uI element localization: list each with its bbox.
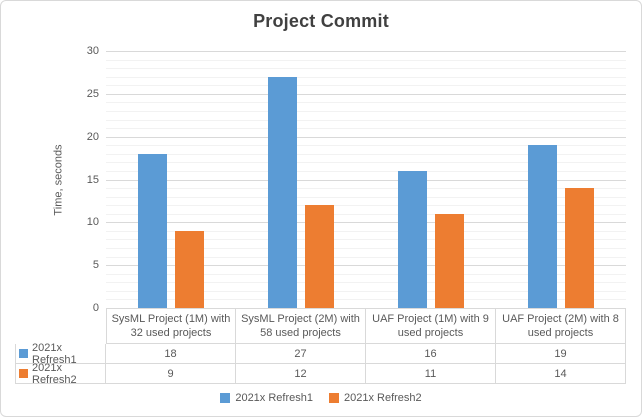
- minor-gridline: [106, 85, 626, 87]
- y-tick-label: 5: [92, 259, 99, 272]
- minor-gridline: [106, 110, 626, 112]
- category-group-1: [236, 51, 366, 308]
- value-cell-series2-cat4: 14: [496, 364, 626, 384]
- bars-layer: [106, 51, 626, 308]
- minor-gridline: [106, 230, 626, 232]
- minor-gridline: [106, 188, 626, 190]
- legend: 2021x Refresh1 2021x Refresh2: [1, 392, 641, 404]
- bar-series1-cat2: [268, 76, 297, 308]
- y-tick-label: 25: [86, 87, 99, 100]
- legend-swatch-icon: [220, 393, 231, 403]
- y-tick-label: 15: [86, 173, 99, 186]
- y-axis-ticks: 0 5 10 15 20 25 30: [59, 45, 99, 314]
- category-header-cell: SysML Project (1M) with 32 used projects: [106, 308, 236, 344]
- chart-title: Project Commit: [253, 11, 389, 31]
- legend-item-label: 2021x Refresh2: [344, 392, 422, 404]
- data-table: SysML Project (1M) with 32 used projects…: [15, 308, 626, 386]
- table-row-header: 2021x Refresh2: [15, 361, 106, 386]
- table-row-header: 2021x Refresh1: [15, 341, 106, 366]
- major-gridline: [106, 265, 626, 267]
- minor-gridline: [106, 153, 626, 155]
- minor-gridline: [106, 282, 626, 284]
- bar-series2-cat4: [565, 188, 594, 308]
- minor-gridline: [106, 239, 626, 241]
- value-cell-series2-cat3: 11: [366, 364, 496, 384]
- category-group-3: [496, 51, 626, 308]
- series-name-label: 2021x Refresh1: [32, 341, 77, 366]
- major-gridline: [106, 93, 626, 95]
- value-cell-series2-cat1: 9: [106, 364, 236, 384]
- minor-gridline: [106, 205, 626, 207]
- value-cell-series1-cat1: 18: [106, 344, 236, 364]
- category-header-cell: UAF Project (2M) with 8 used projects: [496, 308, 626, 344]
- minor-gridline: [106, 128, 626, 130]
- y-tick-label: 20: [86, 130, 99, 143]
- legend-item-label: 2021x Refresh1: [235, 392, 313, 404]
- series-name-label: 2021x Refresh2: [32, 361, 77, 386]
- category-header-cell: UAF Project (1M) with 9 used projects: [366, 308, 496, 344]
- bar-series2-cat3: [435, 213, 464, 308]
- category-group-0: [106, 51, 236, 308]
- value-cell-series1-cat4: 19: [496, 344, 626, 364]
- series-swatch-icon: [19, 369, 28, 378]
- minor-gridline: [106, 273, 626, 275]
- minor-gridline: [106, 213, 626, 215]
- bar-series2-cat1: [175, 230, 204, 308]
- value-cell-series2-cat2: 12: [236, 364, 366, 384]
- minor-gridline: [106, 162, 626, 164]
- minor-gridline: [106, 68, 626, 70]
- minor-gridline: [106, 76, 626, 78]
- category-header-cell: SysML Project (2M) with 58 used projects: [236, 308, 366, 344]
- major-gridline: [106, 51, 626, 52]
- series-swatch-icon: [19, 349, 28, 358]
- legend-swatch-icon: [329, 393, 339, 403]
- minor-gridline: [106, 170, 626, 172]
- y-tick-label: 0: [92, 302, 99, 314]
- minor-gridline: [106, 299, 626, 301]
- value-cell-series1-cat2: 27: [236, 344, 366, 364]
- minor-gridline: [106, 102, 626, 104]
- major-gridline: [106, 222, 626, 224]
- category-group-2: [366, 51, 496, 308]
- major-gridline: [106, 179, 626, 181]
- minor-gridline: [106, 119, 626, 121]
- table-corner-cell: [15, 308, 106, 344]
- legend-item: 2021x Refresh2: [329, 392, 422, 404]
- minor-gridline: [106, 290, 626, 292]
- legend-item: 2021x Refresh1: [220, 392, 313, 404]
- y-tick-label: 30: [86, 45, 99, 57]
- plot-area: [106, 51, 626, 308]
- minor-gridline: [106, 145, 626, 147]
- bar-series2-cat2: [305, 205, 334, 308]
- major-gridline: [106, 136, 626, 138]
- bar-series1-cat4: [528, 145, 557, 308]
- bar-series1-cat3: [398, 170, 427, 308]
- minor-gridline: [106, 196, 626, 198]
- minor-gridline: [106, 256, 626, 258]
- minor-gridline: [106, 248, 626, 250]
- value-cell-series1-cat3: 16: [366, 344, 496, 364]
- bar-series1-cat1: [138, 153, 167, 308]
- y-tick-label: 10: [86, 216, 99, 229]
- minor-gridline: [106, 59, 626, 61]
